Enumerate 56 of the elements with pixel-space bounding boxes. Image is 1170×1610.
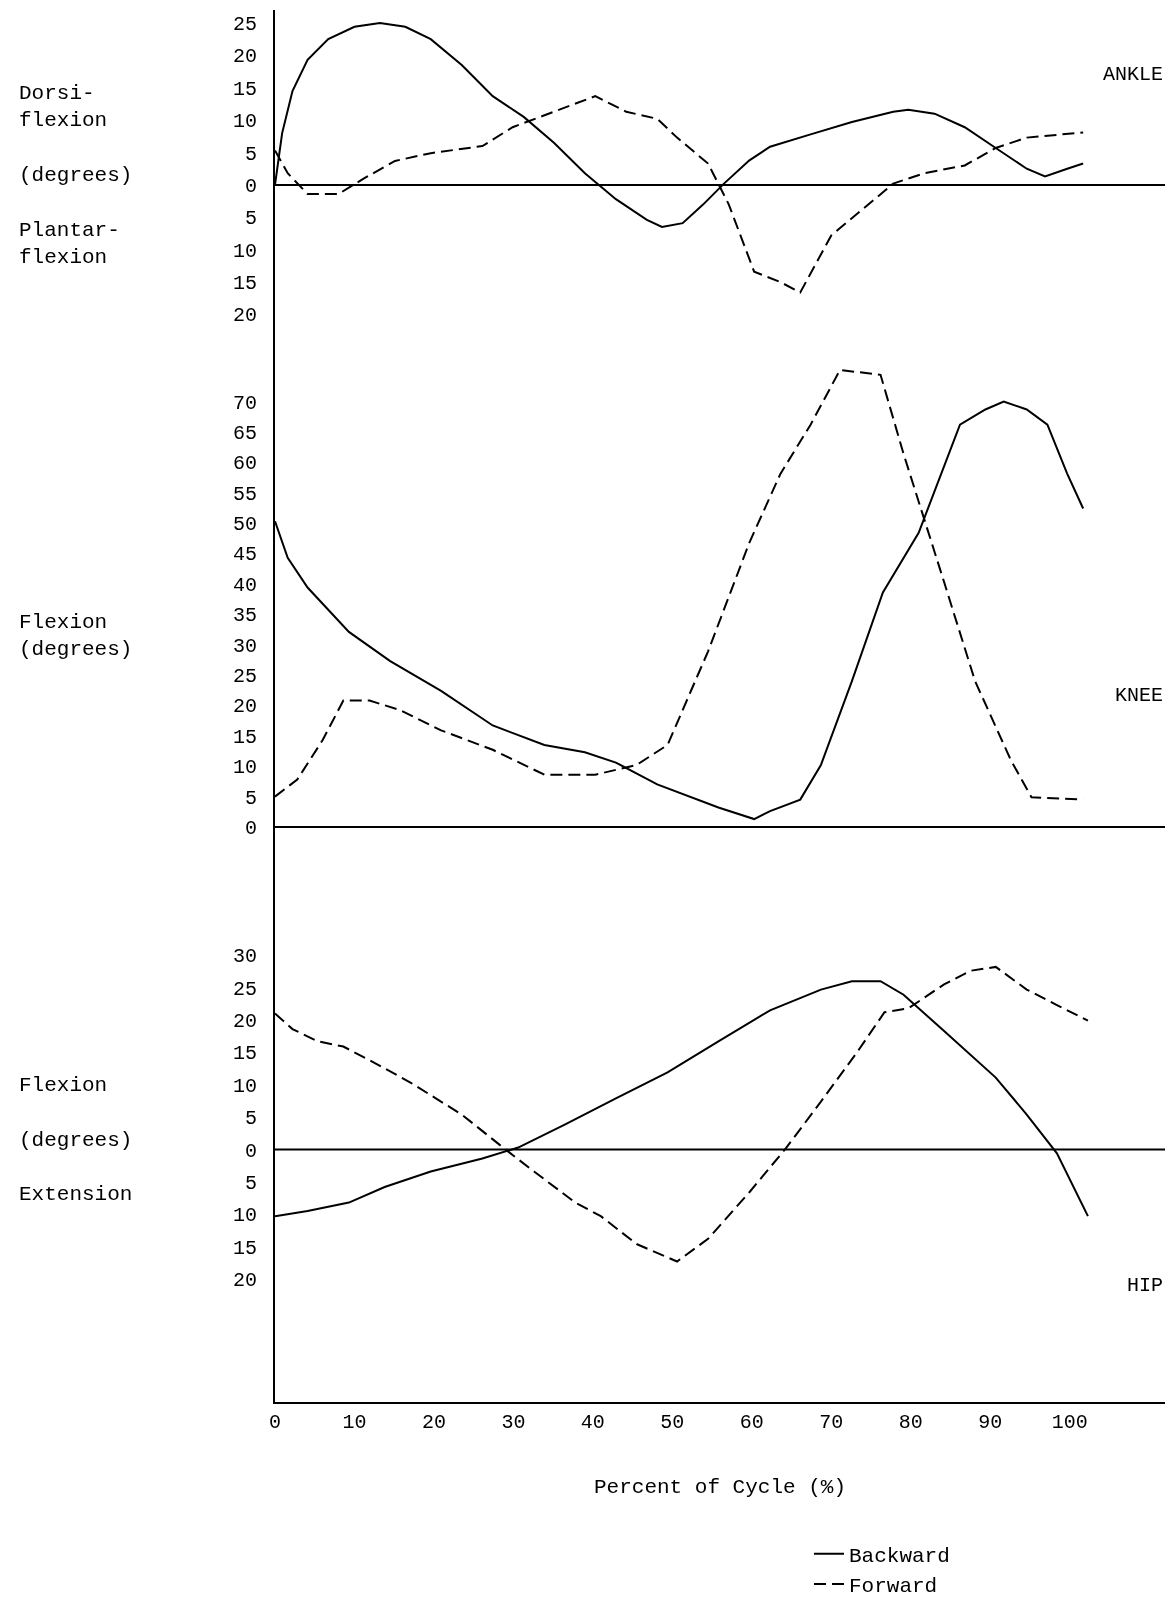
legend-label: Forward <box>849 1575 938 1599</box>
text: Flexion (degrees) Extension <box>19 1074 133 1207</box>
y-axis-title: Flexion (degrees) <box>19 611 133 662</box>
y-tick-label: 25 <box>232 977 257 1001</box>
y-tick-label: 10 <box>232 110 257 134</box>
x-axis-title: Percent of Cycle (%) <box>593 1475 847 1499</box>
y-tick-label: 30 <box>232 945 257 969</box>
y-tick-label: 20 <box>232 45 257 69</box>
x-tick-label: 10 <box>342 1411 367 1434</box>
y-tick-label: 70 <box>232 391 257 415</box>
y-tick-label: 15 <box>232 1236 257 1260</box>
y-tick-label: 35 <box>232 604 257 628</box>
y-tick-label: 20 <box>232 695 257 719</box>
x-tick-label: 50 <box>660 1411 685 1434</box>
y-tick-label: 0 <box>244 174 257 198</box>
y-tick-label: 0 <box>244 816 257 840</box>
y-tick-label: 20 <box>232 1010 257 1034</box>
text: HIP <box>1127 1274 1164 1297</box>
x-tick-label: 100 <box>1051 1411 1088 1434</box>
x-tick-label: 90 <box>978 1411 1003 1434</box>
x-tick-label: 0 <box>268 1411 282 1434</box>
x-tick-label: 30 <box>501 1411 526 1434</box>
y-tick-label: 10 <box>232 756 257 780</box>
y-tick-label: 50 <box>232 513 257 537</box>
y-tick-label: 65 <box>232 421 257 445</box>
text: ANKLE <box>1103 63 1164 86</box>
y-tick-label: 5 <box>244 142 257 166</box>
y-tick-label: 10 <box>232 239 257 263</box>
y-tick-label: 55 <box>232 482 257 506</box>
y-tick-label: 5 <box>244 786 257 810</box>
y-tick-label: 15 <box>232 725 257 749</box>
y-tick-label: 5 <box>244 1107 257 1131</box>
x-tick-label: 80 <box>898 1411 923 1434</box>
y-tick-label: 10 <box>232 1204 257 1228</box>
y-tick-label: 5 <box>244 207 257 231</box>
y-tick-label: 5 <box>244 1171 257 1195</box>
y-tick-label: 25 <box>232 12 257 36</box>
y-tick-label: 30 <box>232 634 257 658</box>
y-tick-label: 15 <box>232 77 257 101</box>
y-tick-label: 60 <box>232 452 257 476</box>
y-tick-label: 25 <box>232 665 257 689</box>
x-tick-label: 40 <box>580 1411 605 1434</box>
x-tick-label: 60 <box>739 1411 764 1434</box>
y-tick-label: 0 <box>244 1139 257 1163</box>
y-tick-label: 15 <box>232 272 257 296</box>
x-tick-label: 20 <box>421 1411 446 1434</box>
text: KNEE <box>1115 684 1164 707</box>
y-tick-label: 20 <box>232 1268 257 1292</box>
x-tick-label: 70 <box>819 1411 844 1434</box>
y-tick-label: 10 <box>232 1074 257 1098</box>
y-tick-label: 20 <box>232 304 257 328</box>
y-tick-label: 15 <box>232 1042 257 1066</box>
y-tick-label: 40 <box>232 573 257 597</box>
legend-label: Backward <box>849 1544 950 1568</box>
text: Dorsi- flexion (degrees) Plantar- flexion <box>19 82 133 269</box>
y-tick-label: 45 <box>232 543 257 567</box>
